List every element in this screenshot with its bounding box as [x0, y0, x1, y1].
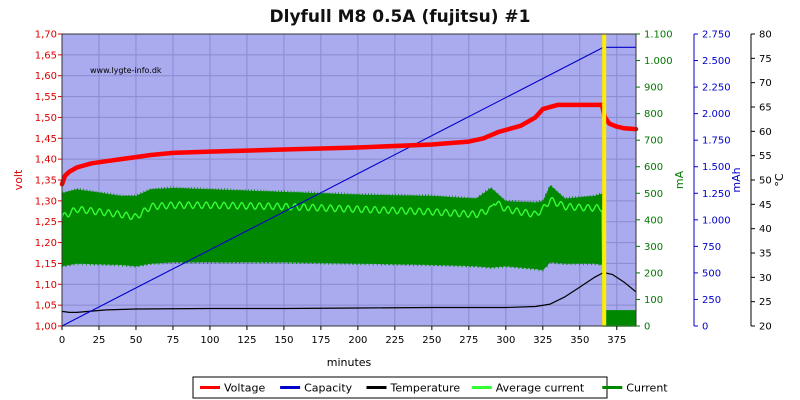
- volt-tick-label: 1,40: [35, 155, 57, 166]
- volt-tick-label: 1,00: [35, 322, 57, 333]
- legend-item-voltage: Voltage: [200, 382, 265, 395]
- legend-item-capacity: Capacity: [280, 382, 353, 395]
- x-tick-label: 75: [167, 335, 180, 346]
- temp-tick-label: 60: [759, 127, 772, 138]
- volt-tick-label: 1,50: [35, 113, 57, 124]
- ma-axis-title: mA: [673, 170, 686, 189]
- temp-tick-label: 30: [759, 273, 772, 284]
- temp-tick-label: 55: [759, 151, 772, 162]
- volt-tick-label: 1,65: [35, 50, 57, 61]
- axes: 0 25 50 75 100 125 150 175 200 225 250 275 300 325 350…: [12, 30, 786, 370]
- mah-tick-label: 1.750: [702, 136, 731, 147]
- plot-area: www.lygte-info.dk: [59, 33, 639, 327]
- x-tick-label: 200: [348, 335, 367, 346]
- x-tick-label: 275: [459, 335, 478, 346]
- ma-tick-label: 400: [644, 215, 663, 226]
- temp-tick-label: 35: [759, 249, 772, 260]
- x-tick-label: 175: [311, 335, 330, 346]
- series-average-current: [61, 196, 636, 327]
- mah-tick-label: 0: [702, 322, 708, 333]
- volt-tick-label: 1,25: [35, 217, 57, 228]
- credit-text: www.lygte-info.dk: [90, 66, 162, 75]
- mah-tick-label: 1.250: [702, 189, 731, 200]
- mah-tick-label: 2.500: [702, 56, 731, 67]
- x-tick-label: 375: [607, 335, 626, 346]
- temp-tick-label: 75: [759, 54, 772, 65]
- ma-tick-label: 800: [644, 109, 663, 120]
- x-tick-label: 150: [274, 335, 293, 346]
- temp-tick-label: 70: [759, 78, 772, 89]
- volt-tick-label: 1,20: [35, 238, 57, 249]
- legend: Voltage Capacity Temperature Average curren…: [192, 376, 668, 399]
- legend-label: Current: [626, 382, 668, 395]
- x-tick-label: 125: [237, 335, 256, 346]
- temp-tick-label: 40: [759, 224, 772, 235]
- mah-tick-label: 750: [702, 242, 721, 253]
- temp-tick-label: 50: [759, 176, 772, 187]
- ma-tick-label: 1.000: [644, 56, 673, 67]
- x-axis-label: minutes: [327, 356, 372, 369]
- ma-tick-label: 300: [644, 242, 663, 253]
- mah-tick-label: 2.750: [702, 30, 731, 41]
- legend-label: Temperature: [390, 382, 461, 395]
- volt-tick-label: 1,05: [35, 301, 57, 312]
- temp-tick-label: 45: [759, 200, 772, 211]
- mah-tick-label: 500: [702, 268, 721, 279]
- chart-title: Dlyfull M8 0.5A (fujitsu) #1: [270, 7, 531, 27]
- mah-tick-label: 2.250: [702, 83, 731, 94]
- temp-tick-label: 80: [759, 30, 772, 41]
- x-tick-label: 100: [200, 335, 219, 346]
- legend-item-current: Current: [602, 382, 668, 395]
- ma-tick-label: 1.100: [644, 30, 673, 41]
- series-current-line: [61, 185, 604, 272]
- x-tick-label: 0: [59, 335, 65, 346]
- x-tick-label: 325: [533, 335, 552, 346]
- mah-tick-label: 250: [702, 295, 721, 306]
- volt-tick-label: 1,45: [35, 134, 57, 145]
- ma-tick-label: 0: [644, 322, 650, 333]
- ma-tick-label: 500: [644, 189, 663, 200]
- volt-tick-label: 1,70: [35, 30, 57, 41]
- legend-label: Average current: [496, 382, 585, 395]
- volt-tick-label: 1,60: [35, 71, 57, 82]
- ma-tick-label: 700: [644, 136, 663, 147]
- x-tick-label: 225: [385, 335, 404, 346]
- ma-tick-label: 200: [644, 268, 663, 279]
- legend-item-average-current: Average current: [471, 382, 585, 395]
- x-tick-label: 250: [422, 335, 441, 346]
- temp-tick-label: 65: [759, 103, 772, 114]
- volt-tick-label: 1,15: [35, 259, 57, 270]
- mah-tick-label: 1.500: [702, 162, 731, 173]
- ma-tick-label: 900: [644, 83, 663, 94]
- ma-tick-label: 100: [644, 295, 663, 306]
- legend-label: Voltage: [224, 382, 265, 395]
- temp-tick-label: 20: [759, 322, 772, 333]
- legend-item-temperature: Temperature: [366, 382, 461, 395]
- ma-tick-label: 600: [644, 162, 663, 173]
- mah-tick-label: 1.000: [702, 215, 731, 226]
- legend-label: Capacity: [304, 382, 353, 395]
- temp-tick-label: 25: [759, 297, 772, 308]
- mah-tick-label: 2.000: [702, 109, 731, 120]
- x-tick-label: 300: [496, 335, 515, 346]
- volt-tick-label: 1,10: [35, 280, 57, 291]
- x-tick-label: 50: [130, 335, 143, 346]
- temp-axis-title: °C: [773, 173, 786, 187]
- mah-axis-title: mAh: [730, 167, 743, 192]
- x-tick-label: 25: [93, 335, 106, 346]
- volt-tick-label: 1,55: [35, 92, 57, 103]
- x-tick-label: 350: [570, 335, 589, 346]
- volt-tick-label: 1,35: [35, 176, 57, 187]
- volt-tick-label: 1,30: [35, 196, 57, 207]
- volt-axis-title: volt: [12, 169, 25, 190]
